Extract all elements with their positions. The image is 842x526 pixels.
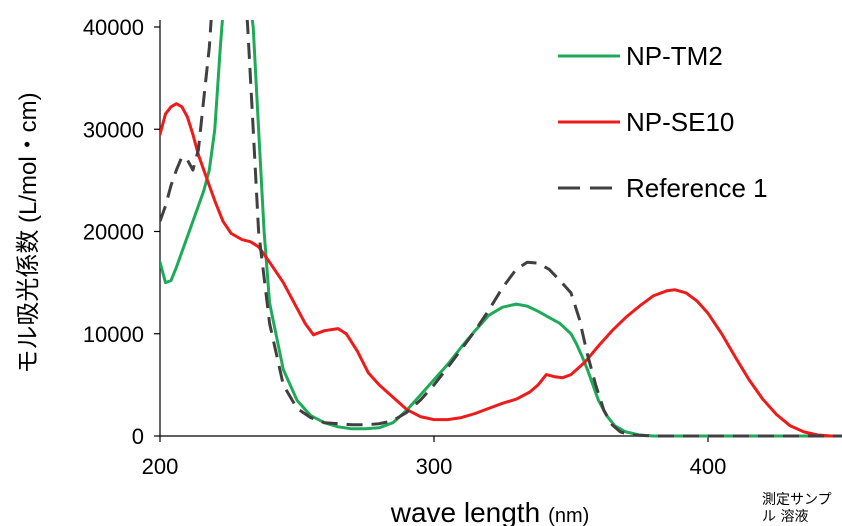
y-tick-label: 20000 <box>83 220 144 245</box>
y-tick-label: 10000 <box>83 322 144 347</box>
corner-note: 測定サンプル 溶液 <box>762 492 832 525</box>
x-tick-label: 200 <box>142 454 179 479</box>
x-axis-title-label: wave length <box>390 497 540 526</box>
x-tick-label: 400 <box>690 454 727 479</box>
y-tick-label: 40000 <box>83 15 144 40</box>
x-axis-title: wave length (nm) <box>390 497 590 526</box>
x-axis-unit: (nm) <box>548 505 589 526</box>
legend-label-reference-1: Reference 1 <box>626 173 768 203</box>
y-ticks: 0 10000 20000 30000 40000 <box>83 15 160 449</box>
y-tick-label: 0 <box>132 424 144 449</box>
legend-label-np-se10: NP-SE10 <box>626 107 734 137</box>
series-line-np-tm2 <box>160 20 842 438</box>
x-tick-label: 300 <box>416 454 453 479</box>
series-line-reference-1 <box>160 20 842 438</box>
y-tick-label: 30000 <box>83 117 144 142</box>
axes <box>159 20 842 437</box>
series-layer <box>160 20 842 438</box>
x-ticks: 200 300 400 <box>142 436 727 479</box>
legend: NP-TM2 NP-SE10 Reference 1 <box>558 41 768 203</box>
y-axis-title: モル吸光係数 (L/mol・cm) <box>15 92 42 373</box>
series-line-np-se10 <box>160 102 842 438</box>
legend-label-np-tm2: NP-TM2 <box>626 41 723 71</box>
